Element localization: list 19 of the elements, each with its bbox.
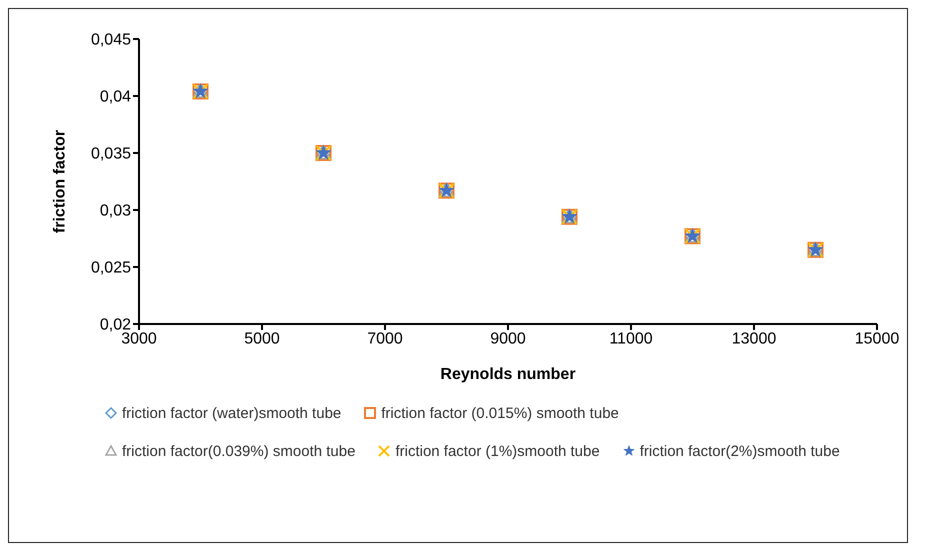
x-tick-label: 15000 <box>854 330 900 348</box>
x-tick-label: 13000 <box>732 330 776 348</box>
x-tick-label: 7000 <box>367 330 403 348</box>
y-tick-label: 0,025 <box>90 260 132 277</box>
x-tick-label: 3000 <box>121 330 157 348</box>
x-tick-label: 5000 <box>244 330 280 348</box>
y-tick-label: 0,03 <box>100 202 132 220</box>
legend-label: friction factor (0.015%) smooth tube <box>381 404 619 422</box>
y-tick-label: 0,045 <box>90 32 132 49</box>
legend-label: friction factor(2%)smooth tube <box>640 442 840 460</box>
legend-label: friction factor (water)smooth tube <box>122 404 342 422</box>
y-axis-title: friction factor <box>52 130 69 234</box>
legend-label: friction factor (1%)smooth tube <box>395 442 600 460</box>
x-tick-label: 11000 <box>609 330 653 348</box>
y-tick-label: 0,035 <box>90 146 132 163</box>
legend-label: friction factor(0.039%) smooth tube <box>122 442 356 460</box>
y-tick-label: 0,04 <box>100 88 132 106</box>
x-tick-label: 9000 <box>490 330 526 348</box>
x-axis-title: Reynolds number <box>440 366 576 383</box>
